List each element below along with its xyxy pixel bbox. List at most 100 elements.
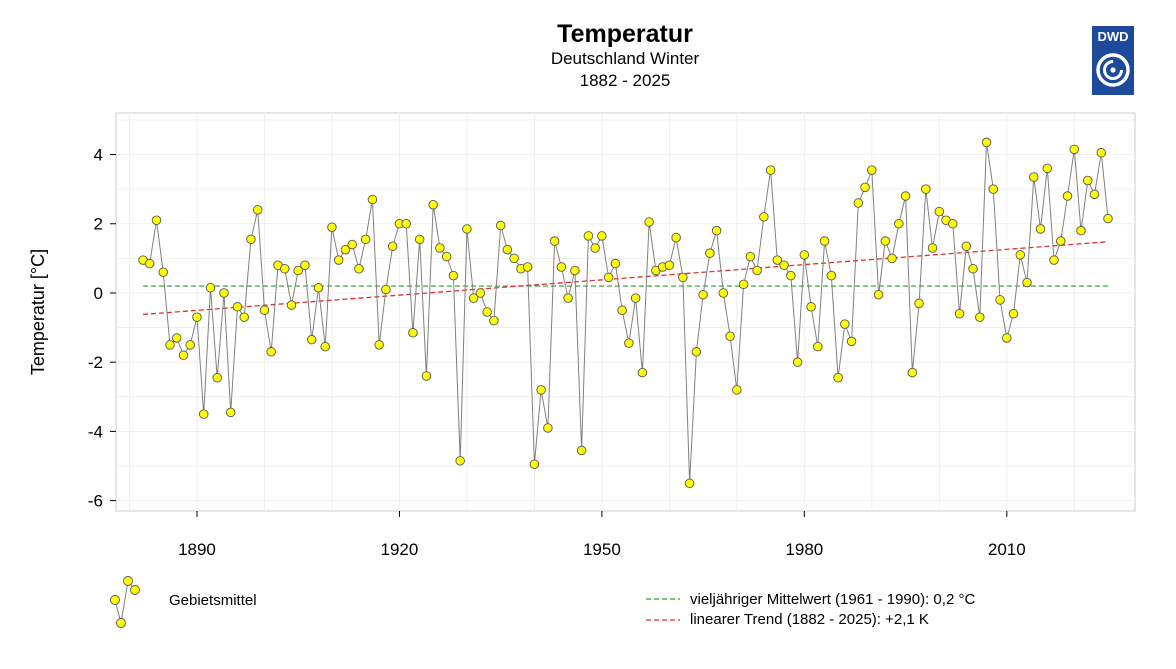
data-point-2014 (1029, 172, 1039, 182)
gridlines (116, 113, 1135, 511)
data-point-2024 (1096, 148, 1107, 158)
data-point-1953 (617, 305, 627, 316)
data-point-1971 (738, 279, 749, 290)
data-point-2019 (1062, 191, 1073, 201)
data-point-1993 (887, 253, 897, 264)
data-point-1891 (198, 409, 209, 419)
data-point-1922 (408, 328, 418, 338)
data-point-1915 (360, 234, 371, 245)
data-point-1887 (171, 333, 182, 343)
data-point-1933 (482, 307, 492, 317)
data-point-1977 (779, 260, 789, 271)
data-point-1936 (502, 244, 513, 255)
data-point-1927 (441, 251, 452, 262)
data-point-1972 (745, 251, 756, 262)
data-point-1996 (907, 367, 918, 378)
data-point-1912 (340, 244, 351, 255)
data-point-1983 (819, 236, 830, 246)
data-point-1888 (178, 350, 189, 361)
data-point-1946 (570, 265, 580, 276)
data-point-1947 (576, 445, 587, 456)
data-point-1929 (455, 456, 465, 466)
data-point-1964 (691, 347, 702, 357)
data-point-1945 (563, 293, 573, 303)
data-point-1900 (259, 305, 270, 316)
data-point-2012 (1015, 250, 1026, 260)
data-point-1908 (313, 283, 324, 293)
data-point-1965 (698, 289, 708, 300)
data-point-1919 (387, 241, 398, 251)
data-point-1904 (286, 300, 297, 310)
data-point-1962 (678, 272, 688, 283)
data-point-1991 (873, 289, 884, 300)
data-point-1998 (921, 184, 931, 194)
data-point-1979 (792, 357, 803, 367)
data-point-1932 (475, 288, 486, 298)
data-point-1910 (327, 222, 337, 232)
y-tick-label: -6 (88, 492, 103, 511)
data-point-1924 (421, 371, 432, 381)
data-point-2015 (1035, 224, 1046, 234)
data-point-1976 (772, 255, 783, 265)
data-point-1968 (718, 288, 729, 298)
data-point-1982 (813, 341, 823, 352)
data-point-1967 (711, 225, 722, 236)
data-point-1894 (219, 288, 229, 298)
data-point-1955 (630, 293, 641, 303)
data-point-1961 (671, 232, 681, 243)
data-point-1893 (212, 373, 222, 383)
data-point-1966 (705, 248, 715, 258)
chart-title: Temperatur (557, 20, 693, 48)
data-point-1994 (894, 218, 904, 229)
data-point-1937 (509, 253, 519, 264)
data-point-1884 (151, 215, 162, 226)
data-point-1989 (860, 182, 870, 193)
data-point-1914 (354, 263, 364, 274)
data-point-2016 (1042, 163, 1053, 174)
data-point-1988 (853, 198, 864, 208)
data-point-2000 (934, 206, 945, 217)
data-point-1957 (644, 217, 654, 227)
data-point-1905 (293, 265, 303, 276)
data-point-1944 (556, 262, 567, 272)
data-point-1939 (522, 262, 533, 272)
data-point-1903 (279, 263, 290, 274)
data-point-1885 (158, 267, 168, 277)
data-point-1986 (840, 319, 850, 329)
data-point-1913 (347, 239, 357, 250)
data-point-2010 (1002, 333, 1012, 343)
data-point-1925 (428, 199, 438, 210)
data-point-1892 (205, 283, 216, 293)
data-point-1890 (192, 312, 202, 322)
data-point-1943 (549, 236, 560, 246)
data-point-1950 (597, 231, 607, 241)
data-point-1954 (624, 338, 634, 348)
data-point-1911 (333, 255, 344, 265)
dwd-logo-text: DWD (1097, 29, 1128, 44)
data-point-1981 (806, 302, 816, 312)
y-tick-label: -2 (88, 353, 103, 372)
data-points (138, 137, 1113, 489)
data-point-1963 (684, 478, 695, 489)
data-point-1948 (583, 231, 594, 241)
data-point-2020 (1069, 144, 1080, 155)
data-point-1926 (435, 243, 445, 253)
x-tick-label: 1920 (381, 540, 419, 559)
legend-mean-label: vieljähriger Mittelwert (1961 - 1990): 0… (690, 591, 976, 608)
y-axis-label: Temperatur [°C] (28, 249, 48, 375)
data-point-2002 (948, 218, 958, 229)
legend-series-label: Gebietsmittel (169, 592, 257, 609)
data-point-1942 (543, 423, 553, 433)
data-point-1909 (320, 341, 330, 352)
data-point-1997 (914, 298, 924, 309)
data-point-1975 (765, 165, 776, 175)
data-point-1940 (529, 459, 540, 470)
data-point-1999 (927, 243, 938, 253)
data-point-1899 (252, 205, 263, 215)
data-point-1897 (239, 312, 249, 322)
data-point-1960 (664, 260, 675, 271)
x-tick-label: 1890 (178, 540, 216, 559)
legend-trend-label: linearer Trend (1882 - 2025): +2,1 K (690, 611, 929, 628)
data-point-1906 (300, 260, 310, 271)
